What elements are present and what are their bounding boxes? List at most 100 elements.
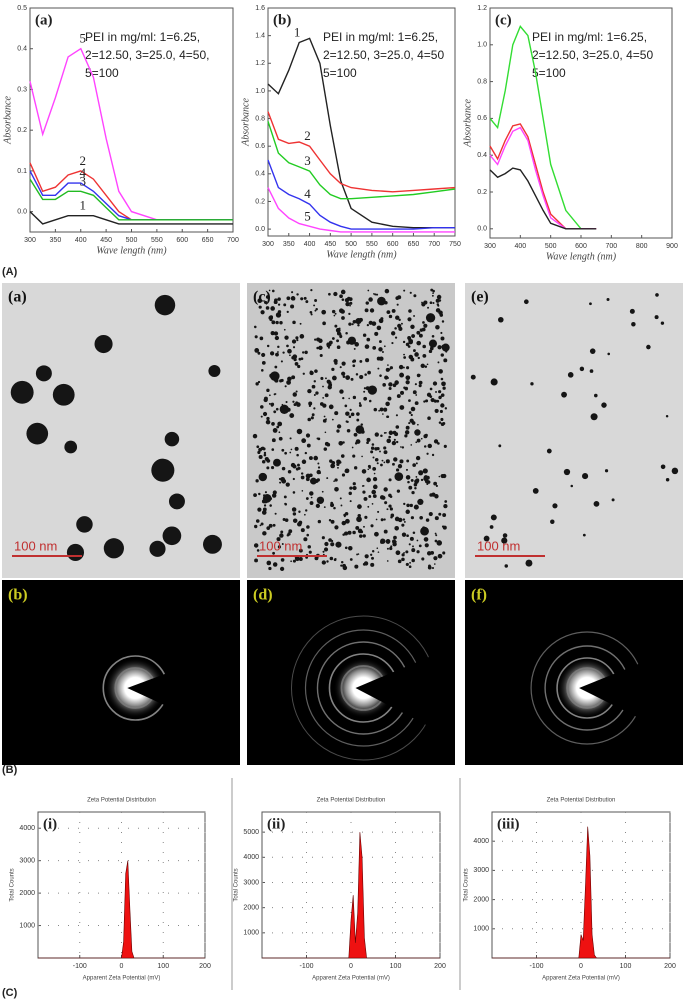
particle [274,365,278,369]
particle [384,288,390,294]
particle [277,297,281,301]
particle [266,416,270,421]
particle [420,478,424,482]
particle [372,346,377,350]
particle [292,518,298,523]
particle [370,450,374,454]
y-tick-label: 0.6 [255,143,265,150]
line [267,121,456,200]
particle [601,402,607,408]
particle [281,466,286,471]
particle [353,432,358,437]
particle [358,404,362,407]
particle [330,542,335,547]
particle [425,399,429,403]
particle [307,388,312,394]
particle [501,537,508,544]
particle [314,338,317,341]
particle [396,303,399,306]
particle [268,523,273,528]
particle [383,446,387,450]
particle [346,428,351,433]
particle [322,397,324,399]
y-tick-label: 0.0 [255,226,265,233]
particle [322,385,324,388]
particle [286,344,289,348]
particle [589,369,594,373]
particle [263,451,267,455]
particle [258,447,262,452]
particle [264,456,269,462]
particle [442,525,447,530]
particle [347,336,357,345]
particle [365,358,370,363]
particle [345,301,350,307]
particle [307,417,311,422]
panel-label: (d) [253,587,273,604]
particle [310,416,314,420]
particle [342,396,345,400]
particle [402,340,406,344]
area [38,860,205,959]
particle [384,501,388,505]
panel-label: (c) [495,12,512,28]
y-tick-label: 1000 [243,930,259,937]
particle [423,445,427,448]
particle [441,381,446,387]
particle [367,289,370,292]
particle [388,382,393,387]
particle [284,502,288,506]
y-axis-label: Total Counts [10,868,16,901]
particle [380,538,386,544]
particle [326,560,329,563]
particle [365,301,369,305]
particle [275,312,282,318]
particle [392,542,397,547]
particle [384,375,389,380]
particle [377,551,380,553]
particle [388,386,392,390]
particle [262,494,272,503]
particle [408,399,411,403]
y-tick-label: 5000 [243,829,259,836]
series-label: 1 [80,198,87,213]
particle [331,309,336,314]
particle [415,462,418,465]
particle [354,466,358,470]
particle [289,354,291,357]
particle [407,480,410,484]
particle [256,445,260,449]
particle [611,498,615,502]
particle [402,366,405,369]
particle [301,438,307,444]
particle [404,430,410,435]
particle [258,454,263,459]
particle [416,550,420,554]
particle [287,532,291,536]
particle [379,340,382,344]
particle [348,545,353,551]
particle [374,331,379,336]
saed-panel: (b) [2,580,240,765]
particle [441,344,446,349]
particle [294,446,299,451]
particle [272,551,275,555]
particle [355,439,361,444]
particle [284,451,287,455]
particle [442,513,447,517]
particle [383,518,386,521]
particle [349,486,353,490]
particle [280,360,283,363]
particle [340,561,344,564]
particle [334,486,339,492]
particle [358,402,362,405]
particle [348,312,351,316]
particle [162,526,182,546]
particle [375,518,378,521]
particle [305,509,308,512]
particle [281,543,284,546]
particle [342,565,348,571]
particle [338,460,342,464]
particle [340,504,343,507]
particle [394,336,398,339]
